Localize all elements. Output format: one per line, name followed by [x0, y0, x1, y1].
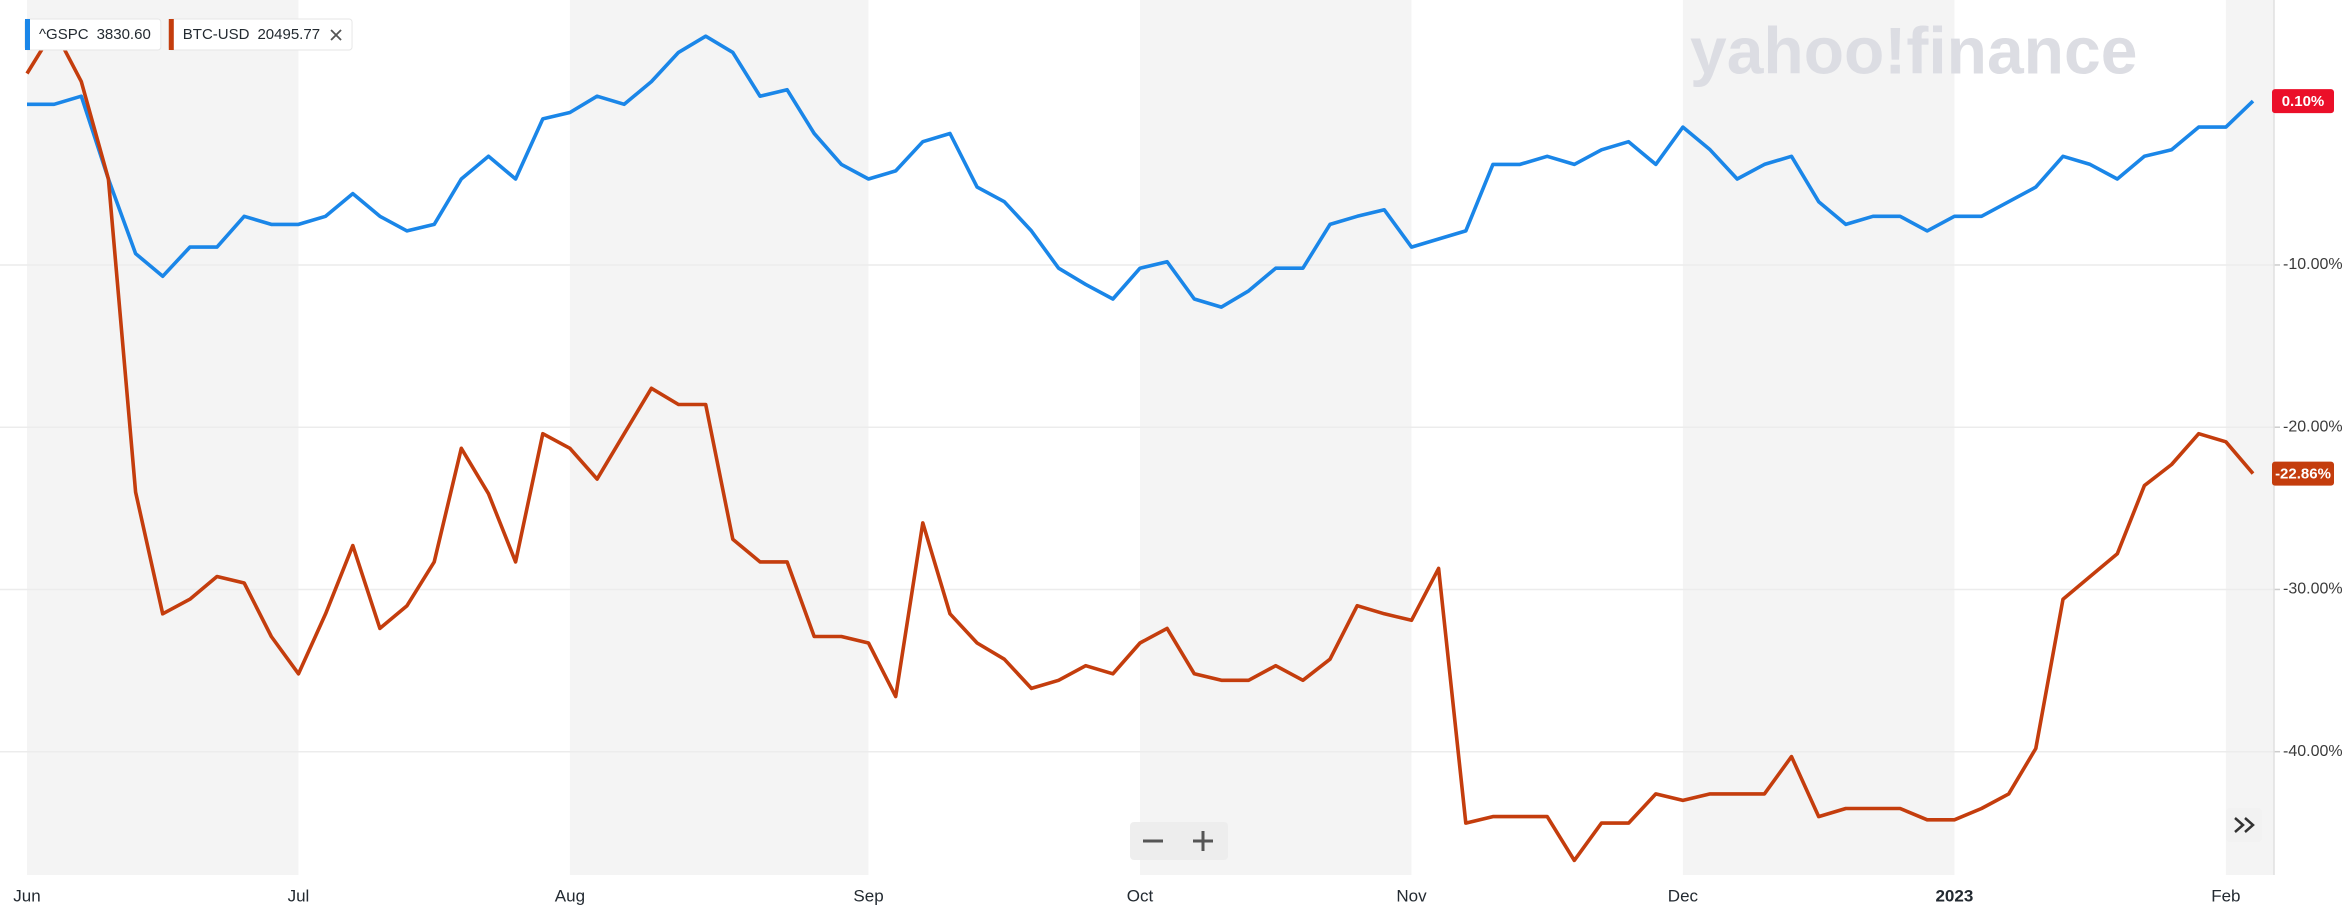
month-band — [1682, 0, 1955, 875]
legend-name: BTC-USD — [183, 26, 250, 43]
series-line — [27, 34, 2255, 309]
scroll-icon — [2234, 817, 2255, 833]
legend-name: ^GSPC — [39, 26, 89, 43]
y-tick-label: -10.00% — [2283, 256, 2343, 273]
y-tick-label: -30.00% — [2283, 581, 2343, 598]
x-tick-label: Jul — [288, 886, 310, 905]
last-value-badge: -22.86% — [2272, 461, 2334, 486]
y-tick-label: -40.00% — [2283, 743, 2343, 760]
badge-bg — [2272, 89, 2334, 114]
legend: ^GSPC 3830.60 BTC-USD 20495.77 — [24, 18, 353, 51]
x-tick-label: Jun — [13, 886, 40, 905]
chip-swatch — [25, 19, 30, 50]
watermark: yahoo!finance — [1690, 13, 2137, 87]
month-band — [569, 0, 869, 875]
chip-swatch — [168, 19, 174, 50]
remove-icon[interactable] — [330, 29, 342, 41]
badge-text: 0.10% — [2282, 93, 2325, 110]
x-tick-label: Feb — [2211, 886, 2240, 905]
legend-price: 20495.77 — [257, 26, 320, 43]
x-tick-label: Oct — [1127, 886, 1154, 905]
badge-bg — [2272, 461, 2334, 486]
y-tick-label: -20.00% — [2283, 418, 2343, 435]
month-band — [2225, 0, 2274, 875]
grid — [0, 264, 2280, 753]
last-value-badge: 0.10% — [2272, 89, 2334, 114]
legend-chip[interactable]: BTC-USD 20495.77 — [168, 18, 353, 51]
month-band — [1140, 0, 1412, 875]
x-tick-label: Sep — [853, 886, 883, 905]
scroll-button[interactable] — [2226, 808, 2262, 842]
x-tick-label: Aug — [555, 886, 585, 905]
x-tick-label: Nov — [1396, 886, 1427, 905]
x-tick-label: 2023 — [1935, 886, 1973, 905]
month-band — [27, 0, 299, 875]
series-line — [25, 27, 2255, 863]
legend-price: 3830.60 — [97, 26, 151, 43]
x-tick-label: Dec — [1668, 886, 1699, 905]
legend-chip[interactable]: ^GSPC 3830.60 — [24, 18, 162, 51]
badge-text: -22.86% — [2275, 466, 2331, 483]
lines — [25, 27, 2255, 863]
month-bands — [27, 0, 2274, 875]
zoom-controls — [1130, 822, 1228, 860]
